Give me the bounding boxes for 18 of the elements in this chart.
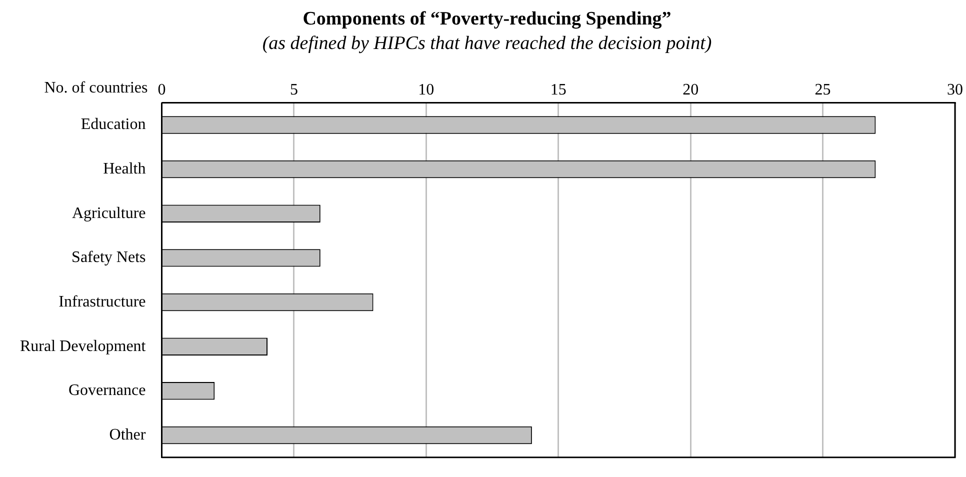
x-tick-label: 10: [418, 81, 434, 98]
x-tick-label: 5: [290, 81, 298, 98]
y-tick-label: Safety Nets: [72, 249, 146, 266]
y-tick-label: Health: [103, 160, 146, 178]
y-tick-label: Other: [109, 426, 146, 444]
x-tick-label: 15: [550, 81, 566, 98]
x-tick-label: 20: [682, 81, 699, 98]
x-tick-label: 0: [158, 81, 166, 98]
x-tick-label: 25: [814, 81, 831, 98]
x-axis-title: No. of countries: [44, 79, 148, 96]
y-tick-label: Rural Development: [20, 338, 146, 355]
y-tick-label: Education: [80, 116, 146, 134]
y-tick-label: Agriculture: [72, 204, 146, 222]
y-tick-label: Infrastructure: [58, 293, 146, 310]
x-tick-label: 30: [947, 81, 963, 98]
chart-subtitle: (as defined by HIPCs that have reached the decision point): [262, 33, 712, 54]
y-tick-label: Governance: [68, 382, 146, 400]
chart-title: Components of “Poverty-reducing Spending”: [302, 8, 672, 30]
